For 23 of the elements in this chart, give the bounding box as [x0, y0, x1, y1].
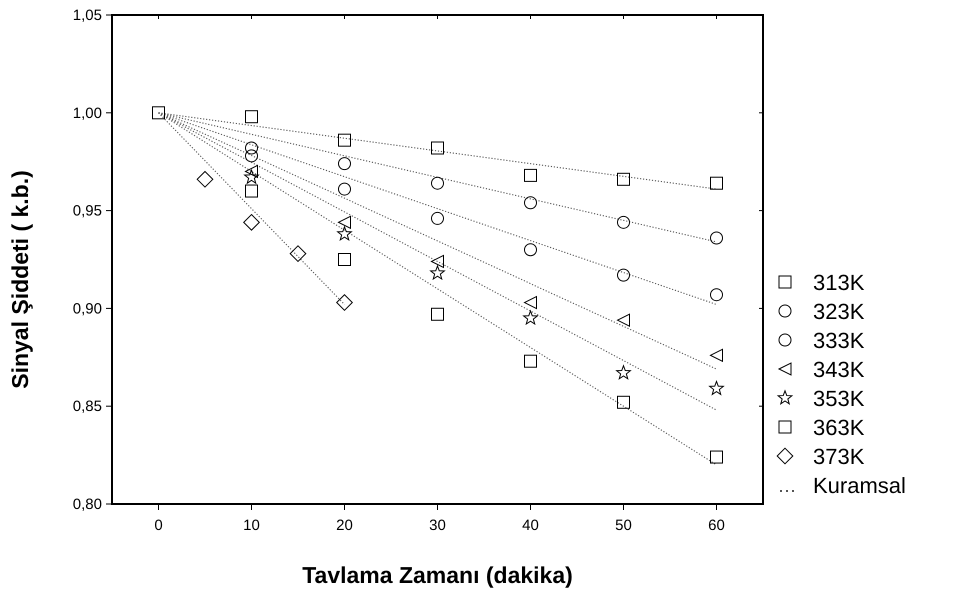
y-axis-title: Sinyal Şiddeti ( k.b.): [7, 170, 33, 389]
x-tick-label: 10: [243, 517, 260, 534]
x-tick-label: 60: [708, 517, 725, 534]
x-axis-title: Tavlama Zamanı (dakika): [302, 562, 573, 588]
x-tick-label: 50: [615, 517, 632, 534]
x-tick-label: 40: [522, 517, 539, 534]
y-tick-label: 1,05: [72, 7, 102, 24]
x-tick-label: 20: [336, 517, 353, 534]
legend-label: 343K: [813, 357, 865, 382]
y-tick-label: 1,00: [72, 104, 102, 122]
legend-label: 333K: [813, 328, 865, 353]
y-tick-label: 0,95: [72, 202, 102, 220]
legend-label: 323K: [813, 299, 865, 324]
y-tick-label: 0,90: [72, 300, 102, 318]
x-tick-label: 30: [429, 517, 446, 534]
legend-label: 363K: [813, 415, 865, 440]
y-tick-label: 0,80: [72, 496, 102, 513]
legend-label: 353K: [813, 386, 865, 411]
legend-label: Kuramsal: [813, 473, 906, 498]
x-tick-label: 0: [154, 517, 163, 534]
y-tick-label: 0,85: [72, 398, 102, 416]
legend-label: 373K: [813, 444, 865, 469]
legend-label: 313K: [813, 270, 865, 295]
